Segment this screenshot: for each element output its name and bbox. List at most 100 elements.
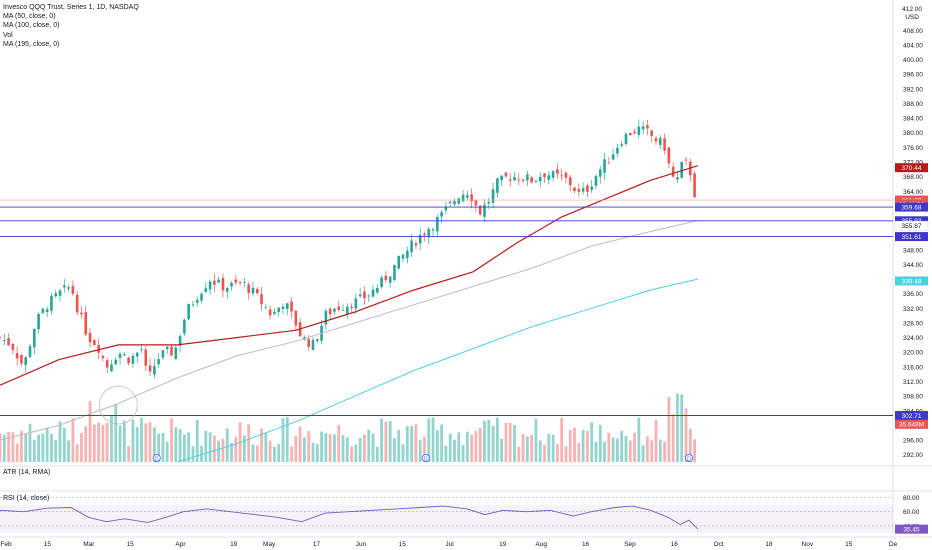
volume-bar xyxy=(45,427,49,462)
volume-bar xyxy=(24,433,28,462)
candle-body xyxy=(63,285,66,288)
y-tick-label: 296.00 xyxy=(903,438,923,445)
price-badge-label: 355.87 xyxy=(902,223,922,230)
candle-body xyxy=(564,172,568,178)
volume-bar xyxy=(603,441,606,462)
currency-label[interactable]: 412.00 USD xyxy=(902,6,922,22)
volume-bar xyxy=(178,429,182,462)
x-tick-label: Nov xyxy=(802,541,814,548)
candle-body xyxy=(135,352,139,357)
volume-bar xyxy=(118,425,122,462)
candle-body xyxy=(247,284,250,294)
candle-body xyxy=(418,234,422,244)
volume-bar xyxy=(152,427,156,462)
volume-bar xyxy=(208,432,212,462)
candle-body xyxy=(93,340,96,346)
volume-bar xyxy=(62,427,66,462)
candle-body xyxy=(294,310,298,326)
candle-body xyxy=(230,282,233,287)
candle-body xyxy=(611,154,615,160)
volume-bar xyxy=(620,430,624,462)
volume-bar xyxy=(380,418,383,462)
rsi-band xyxy=(0,504,893,533)
candle-body xyxy=(354,298,358,309)
candle-body xyxy=(260,294,263,305)
candle-body xyxy=(556,169,559,174)
candle-body xyxy=(157,359,160,365)
volume-bar xyxy=(513,425,516,462)
candle-body xyxy=(658,138,662,145)
atr-label[interactable]: ATR (14, RMA) xyxy=(3,469,51,476)
volume-bar xyxy=(127,446,131,462)
x-tick-label: De xyxy=(889,541,898,548)
volume-bar xyxy=(616,438,619,462)
volume-bar xyxy=(294,435,298,462)
x-tick-label: Aug xyxy=(535,541,547,548)
price-badge xyxy=(895,163,928,173)
x-tick-label: Jun xyxy=(356,541,367,548)
volume-bar xyxy=(88,400,92,462)
candle-body xyxy=(603,159,606,173)
volume-bar xyxy=(212,435,216,462)
x-tick-label: Apr xyxy=(175,541,186,548)
volume-bar xyxy=(444,445,448,462)
candle-body xyxy=(238,282,242,283)
volume-bar xyxy=(491,425,495,462)
volume-bar xyxy=(585,430,589,462)
volume-bar xyxy=(135,427,139,462)
candle-body xyxy=(97,344,100,353)
candle-body xyxy=(345,306,349,314)
candle-body xyxy=(508,179,512,181)
volume-bar xyxy=(195,419,199,462)
legend-ma50[interactable]: MA (50, close, 0) xyxy=(3,13,56,21)
volume-bar xyxy=(140,417,143,462)
candle-body xyxy=(646,125,649,129)
volume-bar xyxy=(598,424,602,462)
volume-bar xyxy=(234,436,238,462)
legend-ma195[interactable]: MA (195, close, 0) xyxy=(3,40,60,48)
volume-bar xyxy=(624,435,628,462)
candle-body xyxy=(414,243,418,246)
candle-body xyxy=(624,133,628,145)
candle-body xyxy=(650,130,654,136)
candle-body xyxy=(363,291,366,299)
candle-body xyxy=(504,172,508,177)
candle-body xyxy=(251,287,255,294)
candle-body xyxy=(393,264,396,280)
candle-body xyxy=(496,178,499,193)
volume-bar xyxy=(187,432,191,462)
volume-bar xyxy=(341,435,345,462)
symbol-title[interactable]: Invesco QQQ Trust, Series 1, 1D, NASDAQ xyxy=(3,4,139,11)
volume-bar xyxy=(320,431,323,462)
dividend-marker-label: D xyxy=(155,456,159,462)
legend-ma100[interactable]: MA (100, close, 0) xyxy=(3,22,60,30)
candle-body xyxy=(470,194,473,202)
volume-bar xyxy=(328,434,332,462)
candle-body xyxy=(114,359,118,365)
volume-bar xyxy=(504,423,508,462)
candle-body xyxy=(538,176,542,182)
legend-vol[interactable]: Vol xyxy=(3,31,13,39)
volume-bar xyxy=(225,428,229,462)
candle-body xyxy=(290,301,293,312)
candle-body xyxy=(0,337,2,338)
y-tick-label: 332.00 xyxy=(903,306,923,313)
price-badge xyxy=(895,202,928,212)
candle-body xyxy=(376,287,379,293)
volume-bar xyxy=(688,428,692,462)
volume-bar xyxy=(58,421,62,462)
candle-body xyxy=(140,349,143,350)
dividend-marker-label: D xyxy=(424,456,428,462)
volume-bar xyxy=(410,425,414,462)
candle-body xyxy=(50,295,53,311)
candle-body xyxy=(590,186,593,190)
rsi-label[interactable]: RSI (14, close) xyxy=(3,495,50,502)
candle-body xyxy=(15,353,19,359)
candle-body xyxy=(277,307,280,313)
x-tick-label: Feb xyxy=(0,541,12,548)
price-badge-label: 35.648M xyxy=(899,422,924,429)
x-tick-label: 18 xyxy=(765,541,773,548)
candle-body xyxy=(380,277,383,287)
volume-bar xyxy=(564,446,568,462)
